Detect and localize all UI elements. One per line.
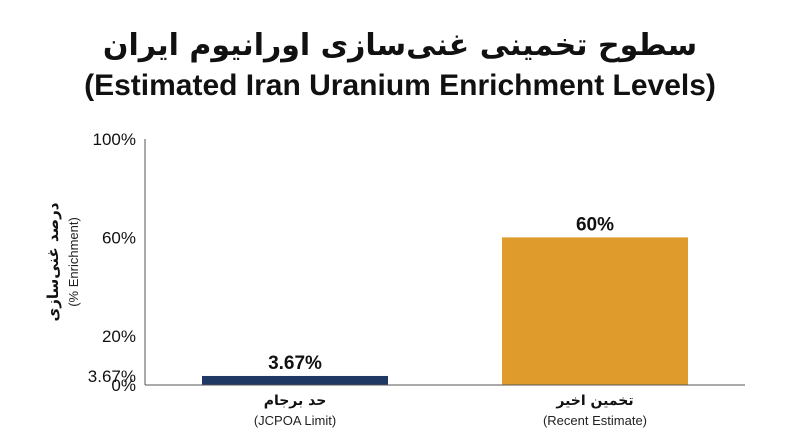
x-tick-label-persian: تخمین اخیر <box>555 393 633 409</box>
bar <box>502 237 688 385</box>
y-tick-label: 100% <box>93 130 136 149</box>
y-tick-label: 0% <box>111 376 136 395</box>
y-tick-label: 60% <box>102 228 136 247</box>
bar <box>202 375 388 385</box>
x-tick-label-persian: حد برجام <box>264 393 327 409</box>
y-tick-label: 20% <box>102 327 136 346</box>
y-axis-label-persian: درصد غنی‌سازی <box>44 202 62 321</box>
bar-value-label: 60% <box>576 214 614 235</box>
chart-title-persian: سطوح تخمینی غنی‌سازی اورانیوم ایران <box>102 28 698 63</box>
y-axis-label-english: (% Enrichment) <box>66 217 81 307</box>
bar-value-label: 3.67% <box>268 353 322 374</box>
x-tick-label-english: (JCPOA Limit) <box>254 413 336 428</box>
x-tick-label-english: (Recent Estimate) <box>543 413 647 428</box>
chart-title-english: (Estimated Iran Uranium Enrichment Level… <box>84 69 716 102</box>
y-tick-label: 3.67% <box>88 367 136 386</box>
